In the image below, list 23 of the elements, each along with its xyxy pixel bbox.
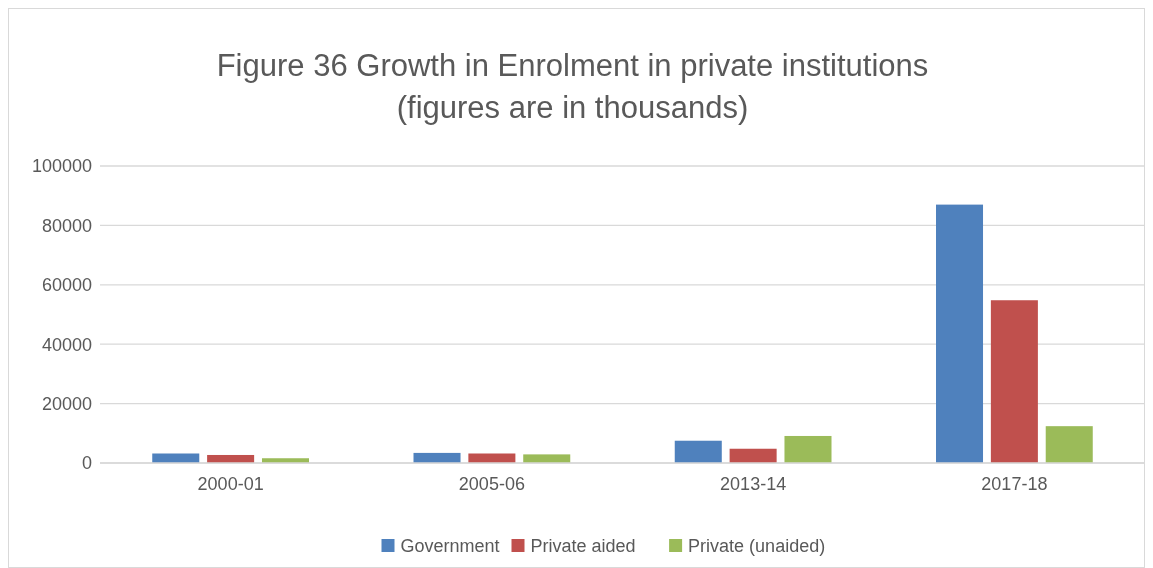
bar — [152, 453, 200, 463]
y-tick-label: 80000 — [41, 215, 92, 236]
x-tick-label: 2017-18 — [981, 474, 1048, 494]
chart-title: Figure 36 Growth in Enrolment in private institutions (figures are in thousands) — [216, 48, 929, 125]
bar — [468, 453, 516, 463]
y-tick-label: 0 — [81, 453, 92, 474]
bar — [936, 204, 984, 463]
x-tick-label: 2000-01 — [197, 474, 264, 494]
y-tick-label: 60000 — [41, 275, 92, 296]
y-tick-label: 100000 — [31, 156, 92, 177]
bar — [674, 440, 722, 463]
y-tick-label: 40000 — [41, 334, 92, 355]
bar — [523, 454, 571, 463]
bar — [990, 300, 1038, 463]
y-tick-label: 20000 — [41, 393, 92, 414]
bar — [1045, 426, 1093, 463]
legend-label: Private aided — [530, 536, 636, 557]
legend-label: Private (unaided) — [688, 536, 826, 557]
x-tick-label: 2005-06 — [458, 474, 525, 494]
bar — [729, 448, 777, 463]
legend-label: Government — [400, 536, 500, 557]
bar — [784, 435, 832, 463]
x-tick-label: 2013-14 — [720, 474, 787, 494]
